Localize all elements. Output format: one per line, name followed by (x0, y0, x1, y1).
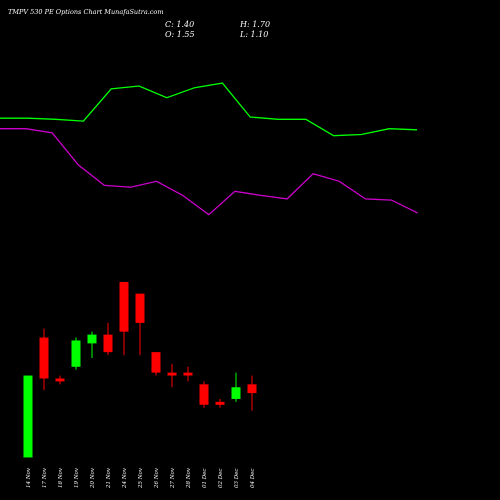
x-tick-label: 19 Nov (74, 467, 80, 488)
close-value: C: 1.40 (165, 20, 195, 29)
x-tick-label: 24 Nov (122, 467, 128, 489)
page-title: TMPV 530 PE Options Chart MunafaSutra.co… (8, 8, 164, 16)
x-tick-label: 02 Dec (218, 469, 224, 489)
x-tick-label: 25 Nov (138, 467, 144, 489)
candle-body (199, 384, 209, 405)
candle-body (87, 334, 97, 344)
x-tick-label: 17 Nov (42, 467, 48, 488)
candle-body (55, 378, 65, 382)
candle-body (23, 375, 33, 458)
x-tick-label: 03 Dec (234, 469, 240, 489)
x-tick-label: 27 Nov (170, 467, 176, 489)
x-tick-label: 04 Dec (250, 469, 256, 489)
x-tick-label: 26 Nov (154, 467, 160, 489)
x-tick-label: 20 Nov (90, 467, 96, 489)
high-value: H: 1.70 (240, 20, 271, 29)
open-value: O: 1.55 (165, 30, 195, 39)
lower-band-line (0, 128, 418, 216)
low-value: L: 1.10 (240, 30, 269, 39)
x-tick-label: 18 Nov (58, 467, 64, 488)
candle-body (183, 372, 193, 376)
candle-body (215, 401, 225, 405)
candle-body (151, 352, 161, 373)
candle-body (135, 293, 145, 323)
candle-body (119, 281, 129, 332)
candle-body (71, 340, 81, 367)
x-tick-label: 21 Nov (106, 467, 112, 489)
x-tick-label: 14 Nov (26, 467, 32, 488)
candle-body (103, 334, 113, 353)
candle-body (39, 337, 49, 379)
candle-body (167, 372, 177, 376)
candle-body (247, 384, 257, 394)
x-tick-label: 01 Dec (202, 469, 208, 489)
upper-band-line (0, 82, 418, 137)
candle-body (231, 387, 241, 399)
x-tick-label: 28 Nov (186, 467, 192, 489)
